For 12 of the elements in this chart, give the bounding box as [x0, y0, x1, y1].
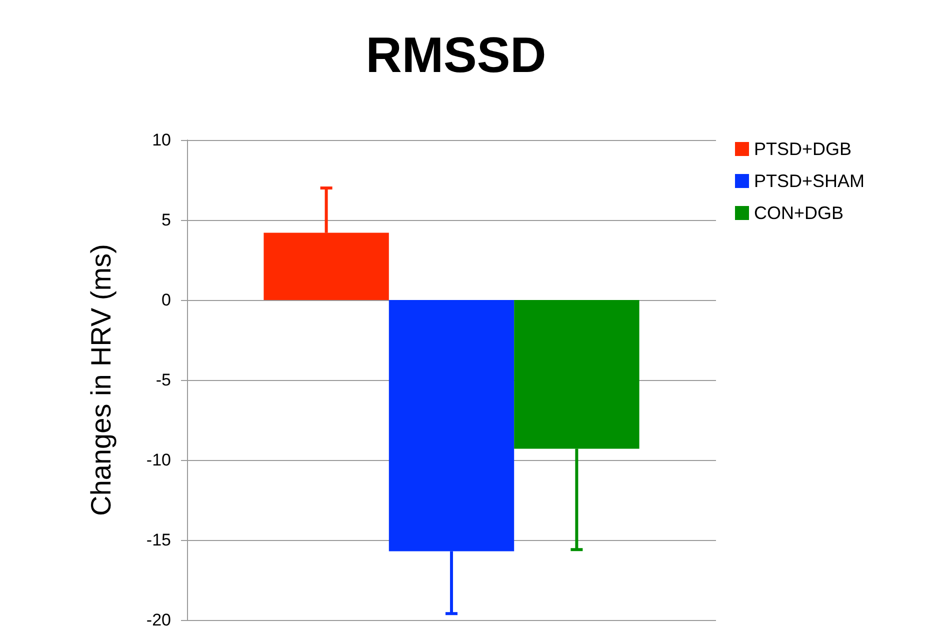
chart-title: RMSSD: [366, 27, 546, 83]
y-tick-label: 5: [162, 210, 171, 230]
legend-label: PTSD+SHAM: [754, 171, 865, 191]
y-tick-label: -5: [156, 370, 171, 390]
legend-label: CON+DGB: [754, 203, 844, 223]
y-tick-label: -15: [146, 530, 171, 550]
legend-label: PTSD+DGB: [754, 139, 852, 159]
y-tick-label: 0: [162, 290, 171, 310]
y-tick-label: -10: [146, 450, 171, 470]
y-tick-label: -20: [146, 610, 171, 630]
y-tick-label: 10: [152, 130, 171, 150]
y-axis-title: Changes in HRV (ms): [86, 244, 116, 516]
